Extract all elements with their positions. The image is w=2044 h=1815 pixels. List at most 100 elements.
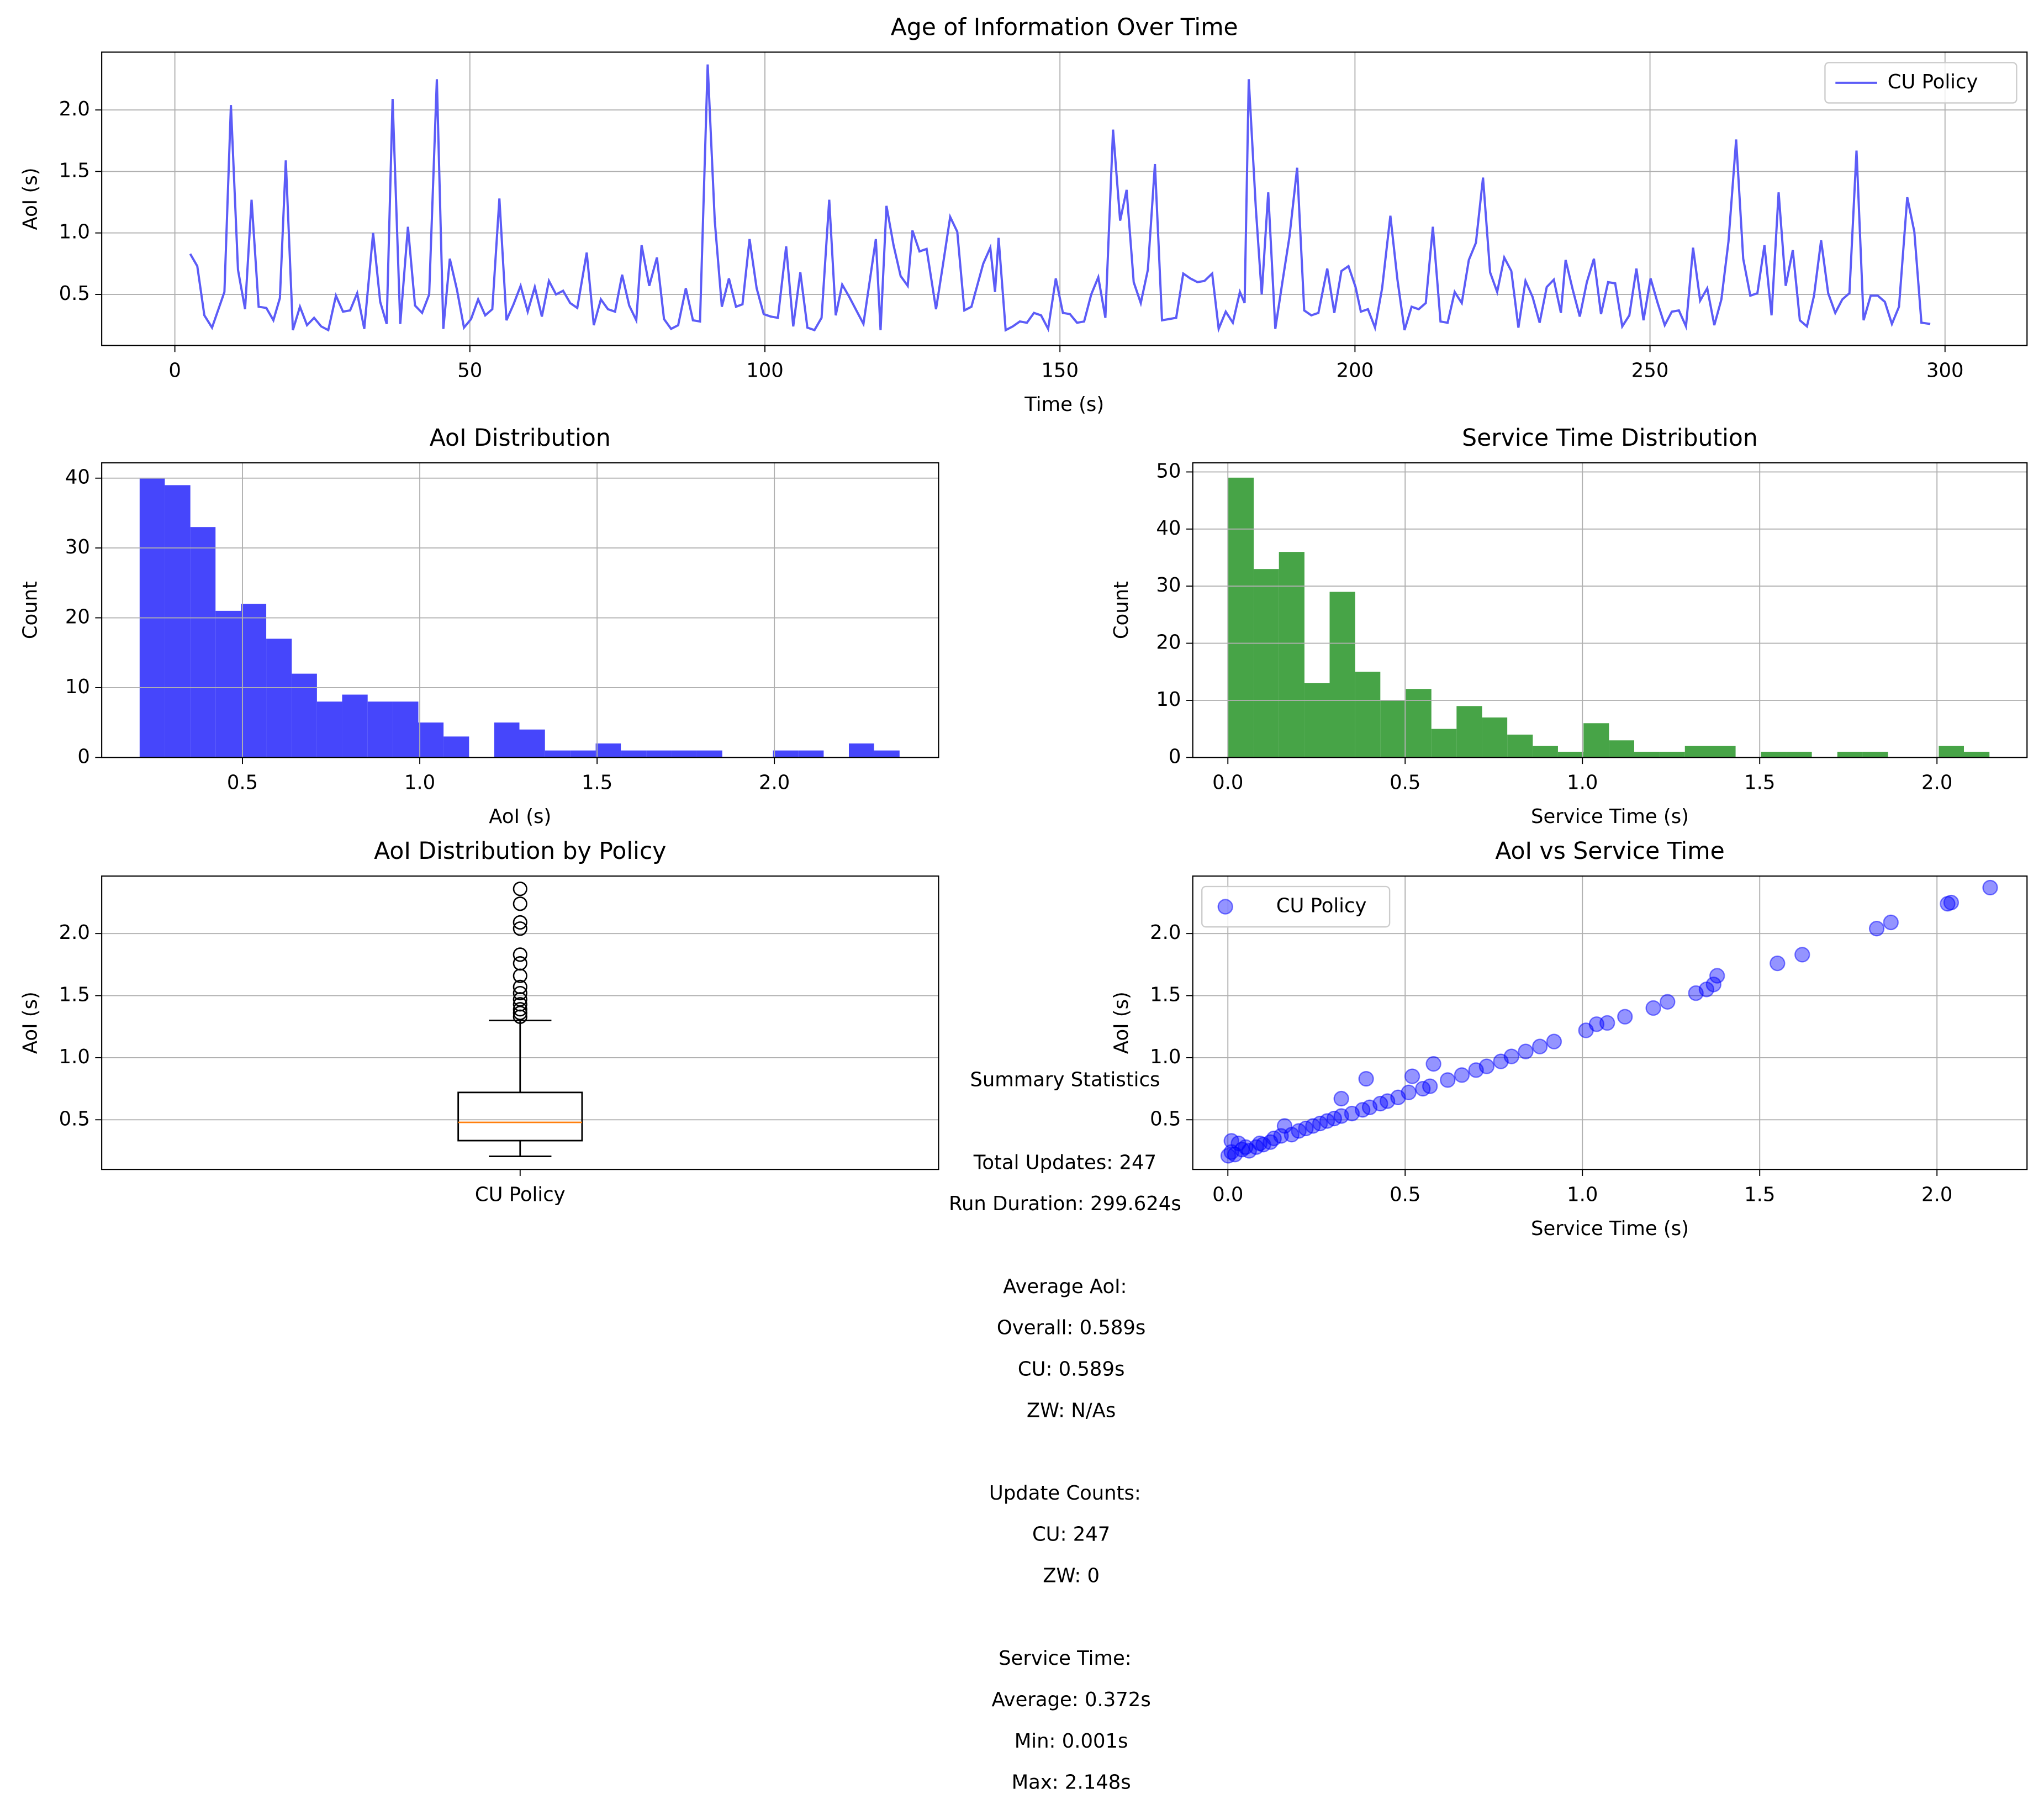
histogram-bar <box>1431 729 1457 758</box>
legend-box <box>1201 885 1391 928</box>
histogram-bar <box>367 701 393 758</box>
histogram-bar <box>1380 700 1406 758</box>
summary-line: CU: 247 <box>1020 1523 1110 1546</box>
data-line <box>189 64 1931 334</box>
x-tick-label: 1.5 <box>1744 772 1775 794</box>
y-tick-label: 1.0 <box>59 221 90 244</box>
summary-line: ZW: N/As <box>1014 1399 1116 1422</box>
histogram-bar <box>773 750 799 758</box>
y-tick-label: 10 <box>1156 688 1181 711</box>
histogram-bar <box>342 694 368 758</box>
legend: CU Policy <box>1201 885 1391 928</box>
histogram-bar <box>848 743 874 758</box>
histogram-bar <box>1634 751 1660 758</box>
summary-line: Overall: 0.589s <box>984 1317 1145 1339</box>
histogram-bar <box>1964 751 1990 758</box>
histogram-bar <box>671 750 697 758</box>
y-tick-label: 1.0 <box>59 1046 90 1068</box>
scatter-point <box>1333 1090 1349 1107</box>
histogram-bar <box>1228 477 1254 758</box>
y-axis-label: AoI (s) <box>1110 991 1133 1054</box>
summary-title: Summary Statistics <box>970 1069 1160 1091</box>
histogram-bar <box>545 750 571 758</box>
scatter-point <box>1982 879 1998 896</box>
histogram-bar <box>1557 751 1584 758</box>
scatter-point <box>1617 1009 1633 1025</box>
outlier <box>513 947 527 962</box>
outlier <box>513 915 527 930</box>
outlier <box>513 997 527 1012</box>
histogram-bar <box>316 701 342 758</box>
histogram-bar <box>190 527 216 758</box>
legend-label: CU Policy <box>1276 895 1367 917</box>
histogram-bar <box>1939 746 1964 758</box>
y-tick-label: 40 <box>65 466 90 489</box>
box <box>457 1091 583 1142</box>
y-tick-label: 50 <box>1156 460 1181 482</box>
scatter-point <box>1241 1143 1257 1159</box>
x-tick-label: 0.5 <box>1390 772 1420 794</box>
x-tick-label: 150 <box>1041 360 1079 382</box>
legend: CU Policy <box>1824 62 2017 104</box>
summary-line: Total Updates: 247 <box>973 1151 1156 1174</box>
y-tick-label: 1.5 <box>1150 984 1181 1006</box>
histogram-bar <box>443 736 469 758</box>
x-tick-label: 200 <box>1337 360 1374 382</box>
chart-scatter: 0.0 0.5 1.0 1.5 2.0 0.5 1.0 1.5 2.0 AoI vs Servic… <box>1110 838 2028 1240</box>
scatter-point <box>1709 968 1725 984</box>
summary-line: Update Counts: <box>989 1482 1141 1505</box>
x-tick-label: 1.5 <box>1744 1183 1775 1206</box>
y-tick-label: 30 <box>65 536 90 558</box>
x-tick-label: 300 <box>1926 360 1964 382</box>
chart-title: AoI vs Service Time <box>1495 838 1724 865</box>
histogram-bar <box>266 639 292 758</box>
scatter-point <box>1599 1015 1615 1031</box>
histogram-bar <box>874 750 900 758</box>
histogram-bar <box>1254 569 1279 758</box>
scatter-point <box>1440 1072 1456 1088</box>
outlier <box>513 979 527 994</box>
scatter-point <box>1943 894 1960 911</box>
scatter-point <box>1883 914 1899 931</box>
chart-title: AoI Distribution <box>430 425 611 452</box>
scatter-point <box>1794 947 1810 963</box>
chart-histogram: 0.5 1.0 1.5 2.0 0 10 20 30 40 AoI Distribution AoI… <box>19 425 939 828</box>
histogram-bar <box>1787 751 1812 758</box>
scatter-point <box>1868 921 1885 937</box>
chart-title: Service Time Distribution <box>1462 425 1758 452</box>
x-tick-label: 50 <box>457 360 482 382</box>
x-tick-label: 0 <box>168 360 181 382</box>
summary-line: Run Duration: 299.624s <box>949 1193 1181 1215</box>
y-tick-label: 20 <box>65 606 90 629</box>
x-tick-label: 250 <box>1631 360 1669 382</box>
outlier <box>513 985 527 1001</box>
scatter-point <box>1223 1133 1239 1149</box>
histogram-bar <box>1837 751 1863 758</box>
scatter-point <box>1454 1067 1470 1083</box>
axes-frame <box>101 51 2028 346</box>
scatter-point <box>1422 1078 1438 1094</box>
x-tick-label: 100 <box>746 360 784 382</box>
legend-box <box>1824 62 2017 104</box>
histogram-bar <box>1660 751 1685 758</box>
histogram-bar <box>1406 689 1432 758</box>
y-tick-label: 0.5 <box>59 1107 90 1130</box>
x-axis-label: Service Time (s) <box>1531 805 1689 828</box>
histogram-bar <box>1482 717 1508 758</box>
histogram-bar <box>621 750 647 758</box>
histogram-bar <box>1279 552 1304 758</box>
x-tick-label: 0.0 <box>1212 1183 1243 1206</box>
outlier <box>513 956 527 971</box>
x-tick-label: 2.0 <box>1921 772 1952 794</box>
summary-line: Min: 0.001s <box>1002 1730 1128 1753</box>
y-tick-label: 0.5 <box>1150 1107 1181 1130</box>
histogram-bar <box>241 604 267 758</box>
histogram-bar <box>1533 746 1558 758</box>
histogram-bar <box>1329 592 1355 758</box>
y-tick-label: 0.5 <box>59 282 90 305</box>
x-tick-label: 1.0 <box>404 772 435 794</box>
histogram-bar <box>696 750 722 758</box>
x-axis-label: Time (s) <box>1024 393 1104 416</box>
